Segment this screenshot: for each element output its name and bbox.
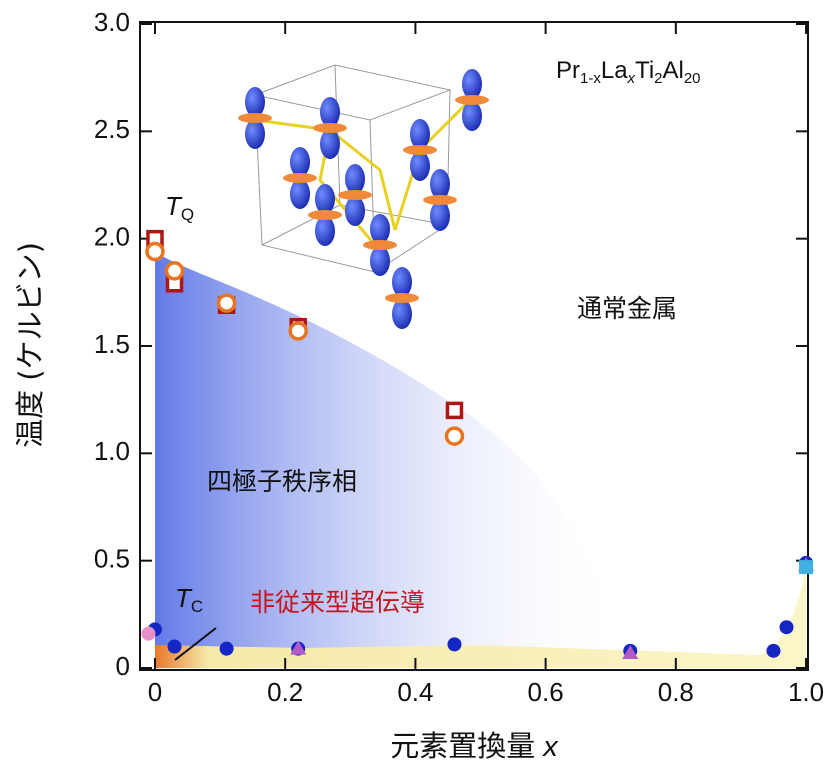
circle-marker (141, 627, 155, 641)
x-tick-label: 1.0 (788, 677, 824, 707)
formula-part: Pr (556, 57, 580, 84)
x-tick-label: 0.4 (397, 677, 433, 707)
y-tick-label: 2.0 (94, 222, 130, 252)
circle-marker (780, 620, 794, 634)
crystal-inset (255, 65, 470, 272)
formula: Pr1-xLaxTi2Al20 (556, 57, 701, 87)
x-tick-label: 0.2 (267, 677, 303, 707)
y-tick-label: 1.5 (94, 329, 130, 359)
tq-sub: Q (181, 205, 194, 224)
x-label-var: x (541, 731, 559, 763)
square-marker (447, 403, 461, 417)
x-tick-label: 0 (148, 677, 162, 707)
tq-label: TQ (165, 191, 194, 225)
quadrupole-label: 四極子秩序相 (207, 467, 357, 496)
circle-marker (147, 244, 163, 260)
circle-marker (219, 295, 235, 311)
circle-marker (168, 640, 182, 654)
square-marker (799, 560, 813, 574)
crystal-atoms (238, 69, 489, 329)
formula-sub: 1-x (580, 70, 601, 87)
circle-marker (446, 428, 462, 444)
circle-marker (290, 323, 306, 339)
circle-marker (766, 644, 780, 658)
y-tick-label: 0 (116, 651, 130, 681)
x-tick-label: 0.6 (528, 677, 564, 707)
circle-marker (167, 263, 183, 279)
x-tick-label: 0.8 (658, 677, 694, 707)
y-tick-label: 0.5 (94, 544, 130, 574)
superconduct-label: 非従来型超伝導 (250, 588, 425, 617)
x-label-text: 元素置換量 (390, 729, 535, 763)
circle-marker (447, 637, 461, 651)
y-tick-label: 2.5 (94, 114, 130, 144)
formula-sub: 2 (654, 70, 662, 87)
formula-sub: 20 (684, 70, 701, 87)
formula-part: Al (663, 57, 684, 84)
chart: Pr1-xLaxTi2Al20 TQ TC 通常金属 四極子秩序相 非従来型超伝… (0, 0, 824, 773)
y-axis-label: 温度 (ケルビン) (13, 242, 47, 448)
formula-part: Ti (635, 57, 654, 84)
y-tick-label: 3.0 (94, 7, 130, 37)
tc-sub: C (191, 597, 203, 616)
normal-metal-label: 通常金属 (577, 294, 677, 323)
y-tick-label: 1.0 (94, 436, 130, 466)
circle-marker (220, 642, 234, 656)
formula-part: La (601, 57, 628, 84)
